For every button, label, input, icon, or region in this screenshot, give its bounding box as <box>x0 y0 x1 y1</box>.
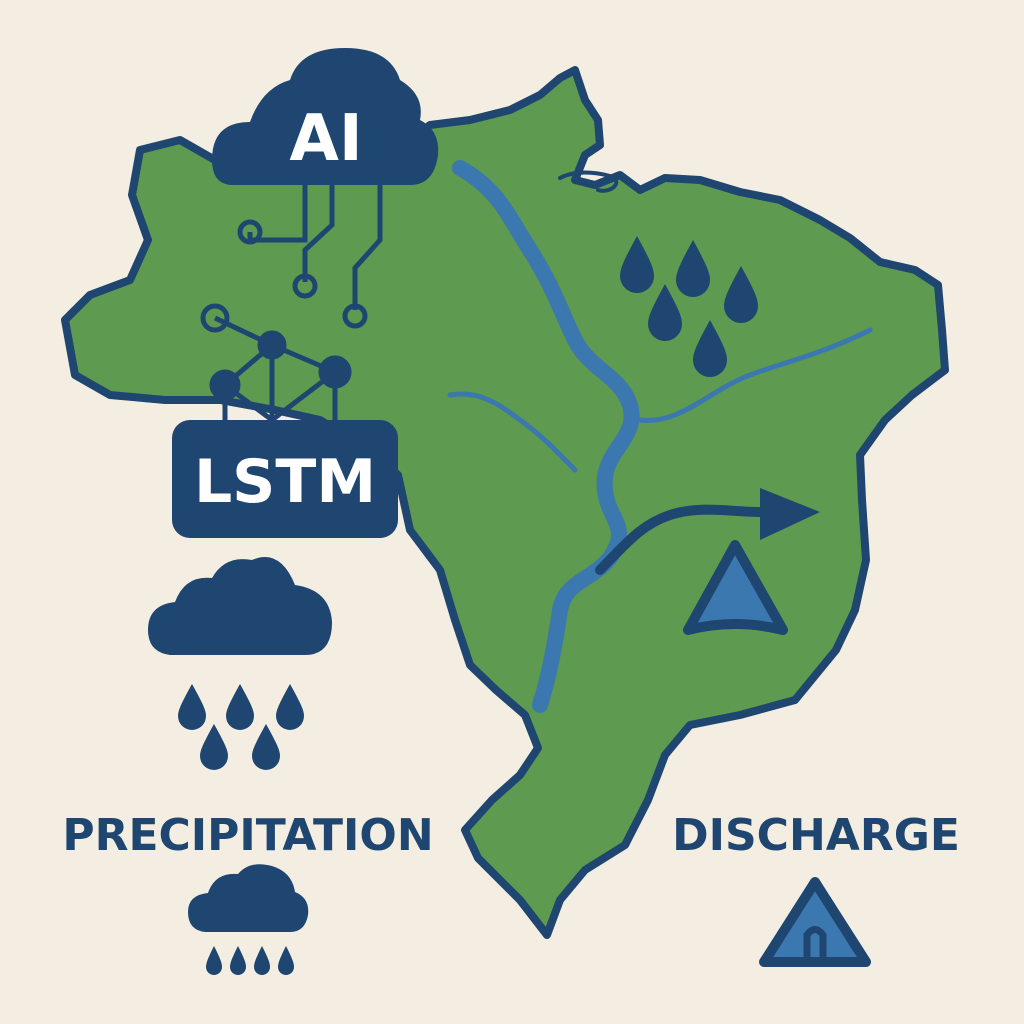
rain-cloud-icon <box>148 557 332 770</box>
tributary-west <box>447 391 578 473</box>
arrow-right-icon <box>760 488 820 540</box>
main-river <box>452 160 640 713</box>
river-icon <box>447 160 873 713</box>
small-island <box>558 170 619 193</box>
warning-triangle-icon <box>683 540 788 635</box>
small-rain-cloud-icon <box>188 864 309 975</box>
lstm-label: LSTM <box>194 447 376 517</box>
lstm-box: LSTM <box>172 420 398 538</box>
precipitation-label: PRECIPITATION <box>62 810 433 861</box>
tributary-east <box>637 327 873 423</box>
raindrops-icon <box>620 236 758 377</box>
ai-label: AI <box>289 102 362 176</box>
cloud-ai-icon: AI <box>212 48 439 185</box>
circuit-icon <box>237 185 383 329</box>
network-icon <box>200 303 352 425</box>
discharge-label: DISCHARGE <box>672 810 960 861</box>
discharge-triangle-icon <box>759 877 871 967</box>
tributary-southeast <box>595 504 765 575</box>
